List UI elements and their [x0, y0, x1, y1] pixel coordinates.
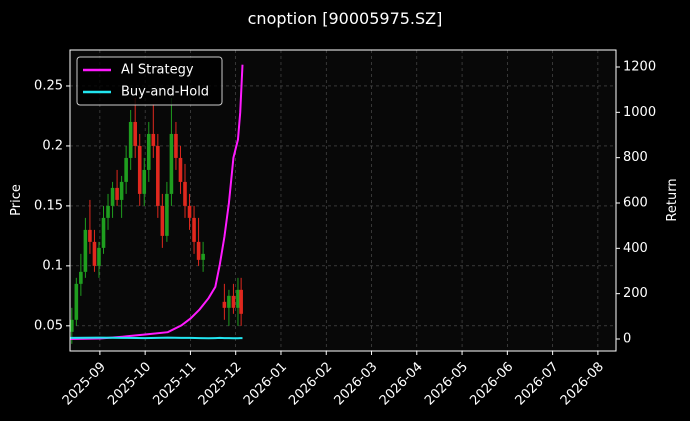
legend-label: Buy-and-Hold [121, 85, 209, 100]
candle-body [133, 121, 137, 146]
candle-body [115, 187, 119, 200]
candle-body [97, 247, 101, 266]
y2-axis-label: Return [665, 178, 680, 221]
x-tick-label: 2026-01 [241, 359, 290, 408]
candle-body [106, 205, 110, 218]
y2-tick-label: 1000 [623, 105, 656, 120]
candle-body [70, 319, 74, 332]
candle-body [79, 271, 83, 284]
y-tick-label: 0.2 [42, 138, 63, 153]
candle-body [201, 253, 205, 260]
x-tick-label: 2026-03 [332, 359, 381, 408]
candle-body [151, 133, 156, 146]
x-tick-label: 2026-05 [422, 359, 471, 408]
line-series [70, 336, 243, 340]
legend-label: AI Strategy [121, 63, 194, 78]
legend-box [76, 56, 223, 106]
candle-body [239, 289, 243, 314]
x-tick-label: 2026-04 [377, 359, 426, 408]
candle-body [74, 283, 79, 320]
candle-body [222, 301, 227, 308]
candle-body [196, 241, 201, 260]
x-tick-label: 2026-02 [286, 359, 335, 408]
x-tick-label: 2026-06 [467, 359, 516, 408]
candle-body [160, 205, 165, 236]
candle-body [183, 181, 187, 206]
candle-body [137, 145, 142, 194]
chart-title: cnoption [90005975.SZ] [248, 9, 443, 28]
candle-body [110, 187, 115, 206]
line-series [70, 64, 244, 340]
candle-body [88, 229, 92, 242]
x-tick-label: 2025-09 [60, 359, 109, 408]
plot-frame [69, 49, 617, 352]
y2-tick-label: 0 [623, 331, 631, 346]
candle-body [124, 157, 128, 182]
candle-body [174, 133, 178, 158]
candle-body [146, 133, 151, 170]
candle-body [156, 145, 160, 206]
y-tick-label: 0.15 [34, 198, 63, 213]
y-tick-label: 0.25 [34, 78, 63, 93]
y-axis-label: Price [9, 184, 24, 216]
y2-tick-label: 600 [623, 195, 648, 210]
x-tick-label: 2025-10 [105, 359, 154, 408]
x-tick-label: 2026-08 [558, 359, 607, 408]
candle-body [169, 133, 174, 194]
y2-tick-label: 800 [623, 150, 648, 165]
x-tick-label: 2025-11 [150, 359, 199, 408]
candle-body [83, 229, 88, 272]
candle-body [192, 217, 196, 242]
y-tick-label: 0.05 [34, 318, 63, 333]
candle-body [227, 295, 231, 308]
candle-body [178, 157, 183, 182]
y2-tick-label: 1200 [623, 59, 656, 74]
x-tick-label: 2026-07 [513, 359, 562, 408]
y2-tick-label: 400 [623, 241, 648, 256]
y2-tick-label: 200 [623, 286, 648, 301]
candle-body [92, 241, 97, 266]
candle-body [119, 181, 124, 200]
y-tick-label: 0.1 [42, 258, 63, 273]
candle-body [142, 169, 147, 194]
candle-body [101, 217, 106, 248]
candle-body [187, 205, 192, 218]
candle-body [231, 295, 236, 308]
candle-body [128, 121, 133, 158]
candle-body [165, 193, 169, 236]
x-tick-label: 2025-12 [196, 359, 245, 408]
candle-body [236, 289, 240, 308]
